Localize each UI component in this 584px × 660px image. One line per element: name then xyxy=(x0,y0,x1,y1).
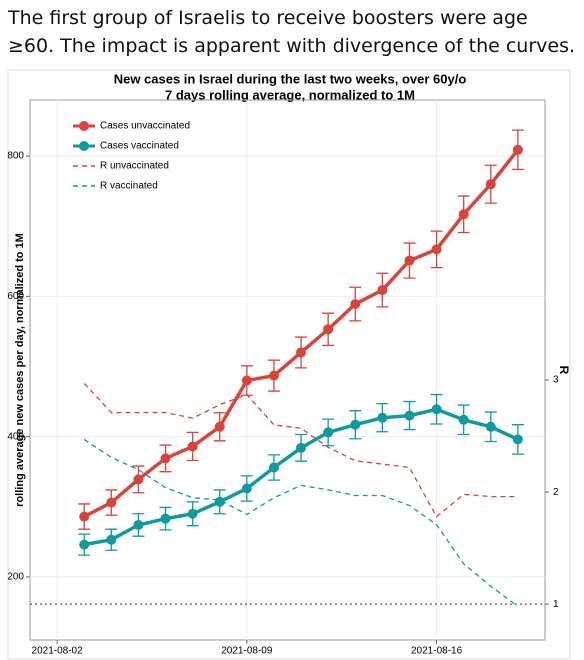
legend-key xyxy=(79,141,89,151)
y2-axis-label: R xyxy=(557,366,571,375)
chart-subtitle: 7 days rolling average, normalized to 1M xyxy=(165,87,415,102)
point xyxy=(485,179,496,190)
point xyxy=(241,483,252,494)
point xyxy=(214,421,225,432)
point xyxy=(323,427,334,438)
point xyxy=(268,370,279,381)
point xyxy=(106,497,117,508)
point xyxy=(296,442,307,453)
tweet-text: The first group of Israelis to receive b… xyxy=(8,7,576,57)
point xyxy=(377,412,388,423)
point xyxy=(79,511,90,522)
x-tick-label: 2021-08-09 xyxy=(221,646,273,657)
point xyxy=(512,144,523,155)
legend-label: Cases vaccinated xyxy=(100,141,179,152)
legend-label: R unvaccinated xyxy=(100,161,169,172)
point xyxy=(133,519,144,530)
y-tick-label: 600 xyxy=(7,291,24,302)
plot-area xyxy=(29,99,546,641)
series-line xyxy=(83,383,518,518)
point xyxy=(350,299,361,310)
point xyxy=(296,347,307,358)
point xyxy=(268,462,279,473)
point xyxy=(323,324,334,335)
point xyxy=(485,421,496,432)
y2-tick-label: 1 xyxy=(553,599,559,610)
point xyxy=(350,419,361,430)
y-tick-label: 400 xyxy=(7,431,24,442)
point xyxy=(404,410,415,421)
x-tick-label: 2021-08-16 xyxy=(411,646,463,657)
y2-tick-label: 2 xyxy=(553,487,559,498)
series-line xyxy=(83,438,519,607)
point xyxy=(160,453,171,464)
x-tick-label: 2021-08-02 xyxy=(32,646,84,657)
point xyxy=(431,244,442,255)
y2-tick-label: 3 xyxy=(553,375,559,386)
point xyxy=(512,434,523,445)
point xyxy=(79,539,90,550)
legend-label: R vaccinated xyxy=(100,181,158,192)
y-axis-label: rolling average new cases per day, norma… xyxy=(14,233,26,507)
point xyxy=(187,441,198,452)
point xyxy=(431,404,442,415)
point xyxy=(241,375,252,386)
y-tick-label: 200 xyxy=(7,572,24,583)
legend-label: Cases unvaccinated xyxy=(100,121,190,132)
point xyxy=(160,513,171,524)
point xyxy=(404,255,415,266)
point xyxy=(377,285,388,296)
point xyxy=(133,474,144,485)
point xyxy=(106,534,117,545)
chart-title: New cases in Israel during the last two … xyxy=(114,71,467,86)
y-tick-label: 800 xyxy=(7,151,24,162)
point xyxy=(458,414,469,425)
legend-key xyxy=(79,121,89,131)
point xyxy=(187,508,198,519)
point xyxy=(458,209,469,220)
